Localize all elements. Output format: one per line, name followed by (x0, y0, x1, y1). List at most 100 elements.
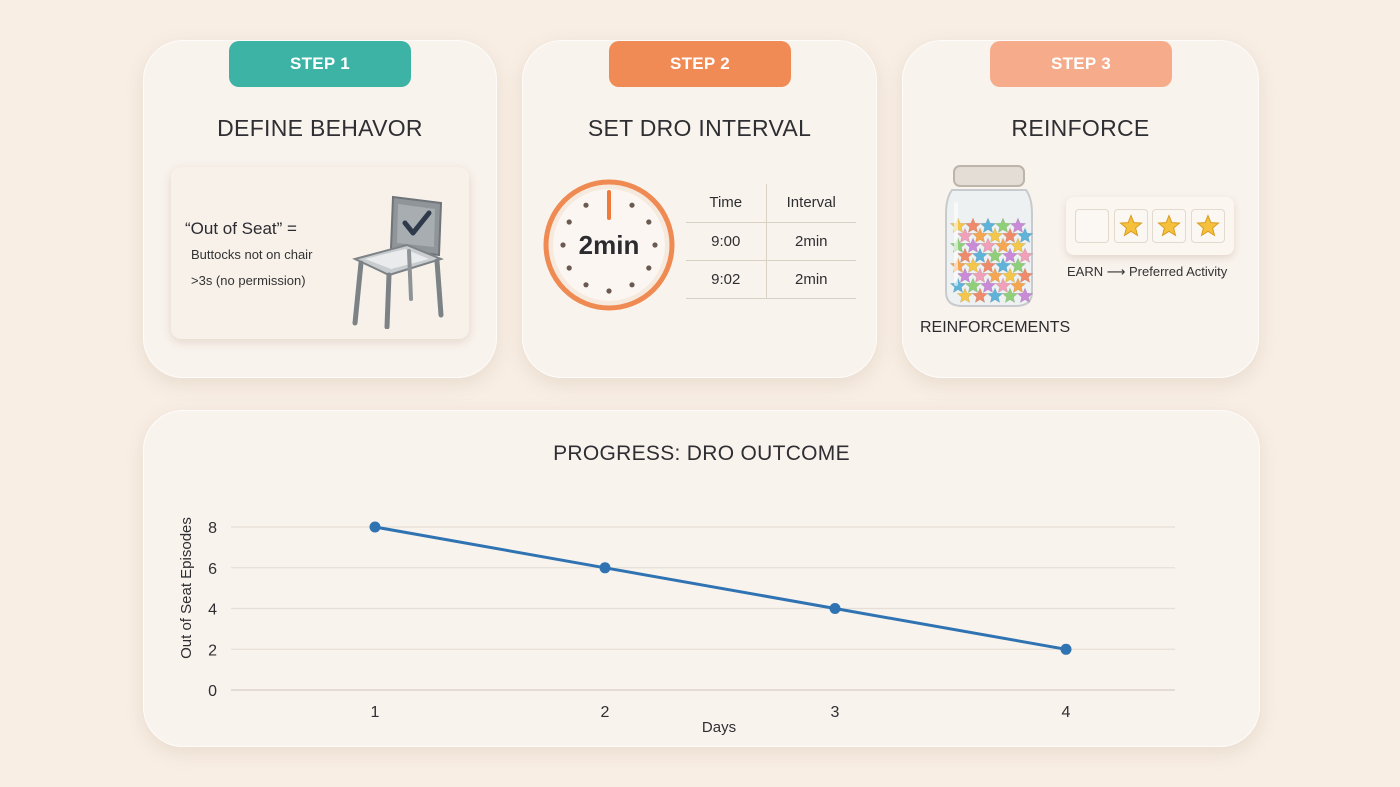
jar-star (956, 247, 974, 264)
y-tick-label: 8 (208, 520, 217, 537)
definition-line-2: >3s (no permission) (191, 273, 306, 288)
y-tick-label: 6 (208, 561, 217, 578)
jar-star (971, 227, 989, 244)
clock-tick (606, 288, 612, 294)
jar-star (1009, 237, 1027, 254)
step1-title: DEFINE BEHAVOR (217, 115, 423, 141)
clock-tick (652, 242, 658, 248)
jar-star (964, 237, 982, 254)
table-cell-time: 9:02 (686, 260, 767, 299)
jar-star (1016, 227, 1034, 244)
step2-title: SET DRO INTERVAL (587, 115, 812, 141)
star-token-cell (1113, 209, 1148, 243)
jar-star (1001, 227, 1019, 244)
step3-card: STEP 3 REINFORCE REINFORCEMENTS EARN ⟶ P… (902, 40, 1259, 378)
jar-star (986, 247, 1004, 264)
clock-tick (583, 202, 589, 208)
definition-quote: “Out of Seat” = (185, 219, 297, 238)
clock-tick (629, 202, 635, 208)
jar-star (994, 257, 1012, 274)
table-cell-time: 9:00 (686, 222, 767, 261)
y-tick-label: 4 (208, 602, 217, 619)
clock-tick (629, 282, 635, 288)
jar-star (1016, 247, 1034, 264)
jar-star (971, 247, 989, 264)
x-tick-label: 2 (601, 704, 610, 721)
star-icon (1196, 214, 1220, 237)
jar-star (1009, 277, 1027, 294)
star-token-cell (1074, 209, 1109, 243)
series-line (374, 525, 1067, 651)
x-axis-label: Days (702, 719, 736, 736)
chair-check-icon (352, 195, 444, 329)
table-header-interval: Interval (766, 184, 856, 223)
jar-star (949, 277, 967, 294)
jar-star (1001, 287, 1019, 304)
jar-star (979, 237, 997, 254)
dro-interval-table: Time Interval 9:00 2min 9:02 2min (686, 184, 856, 299)
y-tick-label: 2 (208, 642, 217, 659)
jar-star (956, 227, 974, 244)
jar-star (986, 227, 1004, 244)
x-tick-label: 3 (831, 704, 840, 721)
jar-star (994, 217, 1012, 234)
step1-card: STEP 1 DEFINE BEHAVOR “Out of Seat” = Bu… (143, 40, 497, 378)
star-chart (1066, 197, 1234, 255)
behavior-definition-box: “Out of Seat” = Buttocks not on chair >3… (171, 167, 469, 339)
clock-tick (646, 219, 652, 225)
jar-star (964, 277, 982, 294)
jar-star (1001, 267, 1019, 284)
table-header-time: Time (686, 184, 767, 223)
step2-badge: STEP 2 (609, 41, 791, 87)
step3-title: REINFORCE (1011, 115, 1150, 141)
y-tick-label: 0 (208, 683, 217, 700)
step1-badge: STEP 1 (229, 41, 411, 87)
jar-star (979, 277, 997, 294)
clock-tick (560, 242, 566, 248)
star-token-cell (1191, 209, 1226, 243)
earn-prefix: EARN (1067, 264, 1104, 279)
progress-card: 0 2 4 6 8 1 2 3 4 Out of Seat Episodes Days PRO… (143, 410, 1260, 747)
star-icon (1157, 214, 1182, 237)
chart-title: PROGRESS: DRO OUTCOME (553, 442, 850, 465)
data-point (369, 521, 381, 533)
clock-icon (543, 179, 675, 311)
dro-outcome-line-chart: 0 2 4 6 8 1 2 3 4 Out of Seat Episodes Days (178, 517, 1175, 736)
definition-line-1: Buttocks not on chair (191, 247, 313, 262)
clock-tick (566, 265, 572, 271)
jar-star (1009, 217, 1027, 234)
jar-star (979, 217, 997, 234)
jar-star (1016, 267, 1034, 284)
jar-star (1001, 247, 1019, 264)
step2-card: STEP 2 SET DRO INTERVAL 2min Time Interv… (522, 40, 877, 378)
data-point (599, 562, 611, 574)
jar-star (979, 257, 997, 274)
data-point (1060, 643, 1072, 655)
clock-label: 2min (578, 230, 640, 260)
jar-star (971, 267, 989, 284)
table-cell-interval: 2min (766, 222, 856, 261)
clock-tick (566, 219, 572, 225)
table-row: 9:02 2min (686, 260, 856, 299)
jar-star (956, 287, 974, 304)
jar-star (971, 287, 989, 304)
star-jar-icon (945, 165, 1034, 307)
table-row: 9:00 2min (686, 222, 856, 261)
clock-tick (646, 265, 652, 271)
x-tick-label: 4 (1062, 704, 1071, 721)
step3-badge: STEP 3 (990, 41, 1172, 87)
jar-star (964, 257, 982, 274)
star-icon (1118, 214, 1143, 237)
earn-line: EARN ⟶ Preferred Activity (1067, 264, 1227, 280)
reinforcements-label: REINFORCEMENTS (920, 319, 1071, 336)
earn-target: Preferred Activity (1129, 264, 1228, 279)
table-cell-interval: 2min (766, 260, 856, 299)
jar-star (986, 287, 1004, 304)
jar-star (1009, 257, 1027, 274)
data-point (829, 603, 841, 614)
star-token-cell (1152, 209, 1187, 243)
jar-star (994, 277, 1012, 294)
jar-star (964, 217, 982, 234)
jar-star (956, 267, 974, 284)
y-axis-label: Out of Seat Episodes (178, 517, 195, 659)
